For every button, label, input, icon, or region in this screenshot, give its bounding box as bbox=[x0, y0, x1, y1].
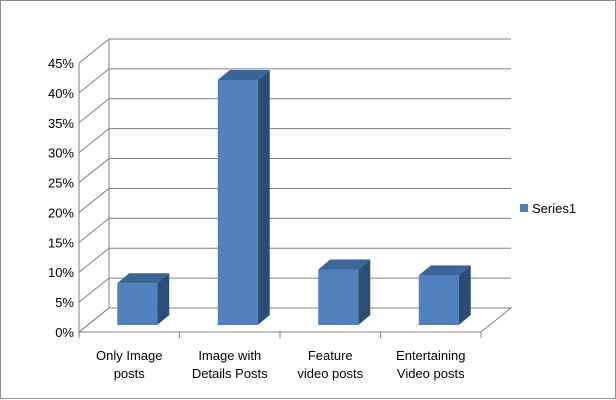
bar bbox=[418, 265, 471, 325]
y-tick-label: 35% bbox=[48, 116, 74, 131]
bar-top-face bbox=[217, 69, 270, 80]
y-tick-label: 15% bbox=[48, 235, 74, 250]
gridline-side bbox=[78, 68, 110, 94]
gridline-side bbox=[78, 38, 110, 64]
y-tick-label: 40% bbox=[48, 86, 74, 101]
x-axis-category-labels: Only Image posts Image with Details Posts Fe… bbox=[78, 332, 482, 381]
x-category-label: Feature video posts bbox=[297, 348, 363, 381]
legend-swatch bbox=[520, 204, 528, 212]
bar bbox=[318, 259, 371, 325]
x-category-label: Only Image posts bbox=[96, 348, 162, 381]
bar-side-face bbox=[358, 259, 371, 325]
y-tick-label: 25% bbox=[48, 176, 74, 191]
bar-front-face bbox=[117, 283, 158, 325]
gridline-side bbox=[78, 158, 110, 183]
y-tick-label: 20% bbox=[48, 205, 74, 220]
y-axis-tick-labels: 0% 5% 10% 15% 20% 25% 30% 35% 40% 45% bbox=[48, 56, 74, 340]
bar-top-face bbox=[418, 265, 471, 276]
bar-front-face bbox=[217, 79, 258, 325]
gridline-side bbox=[78, 128, 110, 154]
legend-label-series1: Series1 bbox=[532, 201, 576, 216]
gridline-side bbox=[78, 277, 110, 303]
gridlines bbox=[78, 38, 511, 333]
bar-top-face bbox=[117, 273, 170, 284]
bar-front-face bbox=[318, 269, 359, 325]
gridline-side bbox=[78, 98, 110, 124]
bar bbox=[117, 273, 170, 325]
gridline-side bbox=[78, 188, 110, 213]
gridline-side bbox=[78, 217, 110, 243]
legend: Series1 bbox=[520, 201, 576, 216]
y-tick-label: 5% bbox=[55, 295, 74, 310]
bar-side-face bbox=[458, 265, 471, 325]
bar bbox=[217, 69, 270, 325]
bar-side-face bbox=[257, 69, 270, 325]
x-category-label: Image with Details Posts bbox=[192, 348, 268, 381]
y-tick-label: 10% bbox=[48, 265, 74, 280]
gridline-side bbox=[78, 307, 110, 333]
bar-series bbox=[117, 69, 471, 325]
bar-front-face bbox=[418, 275, 459, 325]
gridline-side bbox=[78, 247, 110, 273]
bar-side-face bbox=[157, 273, 170, 325]
bar-top-face bbox=[318, 259, 371, 270]
x-category-label: Entertaining Video posts bbox=[396, 348, 465, 381]
y-tick-label: 0% bbox=[55, 325, 74, 340]
y-tick-label: 45% bbox=[48, 56, 74, 71]
y-tick-label: 30% bbox=[48, 146, 74, 161]
